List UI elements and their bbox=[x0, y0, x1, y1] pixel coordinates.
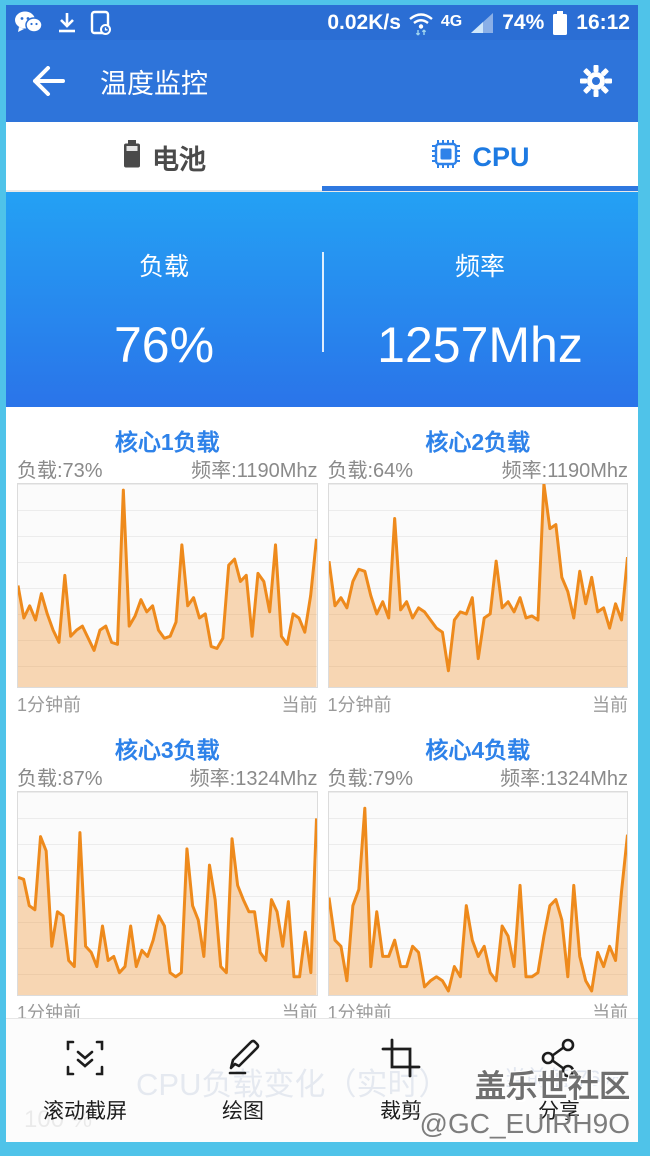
summary-divider bbox=[322, 252, 324, 352]
share-icon bbox=[537, 1036, 581, 1085]
share-label: 分享 bbox=[538, 1100, 580, 1123]
battery-percent: 74% bbox=[502, 10, 545, 34]
scroll-capture-button[interactable]: 滚动截屏 bbox=[6, 1019, 164, 1142]
chart-title: 核心4负载 bbox=[425, 737, 531, 763]
watermark-title: 盖乐世社区 bbox=[475, 1069, 630, 1104]
scroll-capture-icon bbox=[63, 1036, 107, 1085]
draw-label: 绘图 bbox=[222, 1100, 264, 1123]
wechat-icon bbox=[14, 10, 44, 36]
watermark-handle: @GC_EUIRH9O bbox=[419, 1108, 630, 1139]
draw-icon bbox=[221, 1036, 265, 1085]
ghost-progress: 100 % bbox=[24, 1106, 93, 1133]
chart-core2: 核心2负载 负载:64% 频率:1190Mhz 1分钟前 当前 bbox=[323, 407, 634, 715]
screenshot-toolbar: CPU负载变化（实时） 当前值:76% 100 % 滚动截屏 绘图 bbox=[6, 1018, 638, 1142]
crop-label: 裁剪 bbox=[380, 1100, 422, 1123]
load-label: 负载 bbox=[138, 253, 189, 281]
signal-icon bbox=[469, 11, 495, 35]
cpu-summary-panel: 负载 76% 频率 1257Mhz bbox=[6, 192, 638, 407]
tab-battery[interactable]: 电池 bbox=[6, 122, 322, 192]
chart-core4: 核心4负载 负载:79% 频率:1324Mhz 1分钟前 当前 bbox=[323, 715, 634, 1023]
load-value: 76% bbox=[113, 317, 215, 373]
page-title: 温度监控 bbox=[100, 68, 208, 99]
battery-tab-icon bbox=[122, 139, 142, 176]
ghost-chart-title: CPU负载变化（实时） bbox=[136, 1067, 450, 1102]
load-summary: 负载 76% bbox=[6, 192, 322, 407]
chart-load: 负载:87% bbox=[17, 767, 103, 790]
download-icon bbox=[56, 11, 78, 35]
chart-title: 核心2负载 bbox=[425, 429, 531, 455]
chart-freq: 频率:1190Mhz bbox=[191, 459, 318, 482]
screenshot-notification-icon bbox=[90, 10, 112, 36]
tab-bar: 电池 CPU bbox=[6, 122, 638, 192]
settings-button[interactable] bbox=[576, 61, 616, 101]
freq-summary: 频率 1257Mhz bbox=[322, 192, 638, 407]
x-label-left: 1分钟前 bbox=[17, 695, 82, 715]
chart-plot bbox=[17, 791, 318, 996]
chart-plot bbox=[327, 791, 628, 996]
chart-title: 核心1负载 bbox=[114, 429, 220, 455]
app-bar: 温度监控 bbox=[6, 40, 638, 122]
active-tab-indicator bbox=[322, 186, 638, 191]
chart-load: 负载:73% bbox=[17, 459, 103, 482]
chart-freq: 频率:1190Mhz bbox=[501, 459, 628, 482]
crop-button[interactable]: 分享 裁剪 bbox=[322, 1019, 480, 1142]
x-label-left: 1分钟前 bbox=[327, 695, 392, 715]
phone-screen: 0.02K/s 4G 74% bbox=[6, 5, 638, 1142]
clock-time: 16:12 bbox=[576, 10, 630, 34]
freq-label: 频率 bbox=[454, 253, 505, 281]
back-button[interactable] bbox=[28, 61, 68, 101]
wifi-icon bbox=[408, 10, 434, 36]
chart-plot bbox=[327, 483, 628, 688]
chart-plot bbox=[17, 483, 318, 688]
chart-core3: 核心3负载 负载:87% 频率:1324Mhz 1分钟前 当前 bbox=[12, 715, 323, 1023]
chart-load: 负载:79% bbox=[327, 767, 414, 790]
chart-title: 核心3负载 bbox=[114, 737, 220, 763]
freq-value: 1257Mhz bbox=[377, 317, 583, 373]
tab-cpu[interactable]: CPU bbox=[322, 122, 638, 192]
chart-load: 负载:64% bbox=[327, 459, 414, 482]
core-charts-grid: 核心1负载 负载:73% 频率:1190Mhz 1分钟前 当前 核心2负载 负载… bbox=[6, 407, 638, 1023]
tab-baseline bbox=[6, 190, 638, 192]
x-label-right: 当前 bbox=[281, 695, 318, 715]
draw-button[interactable]: 绘图 bbox=[164, 1019, 322, 1142]
tab-battery-label: 电池 bbox=[152, 144, 206, 175]
status-bar: 0.02K/s 4G 74% bbox=[6, 5, 638, 40]
crop-icon bbox=[379, 1036, 423, 1085]
scroll-capture-label: 滚动截屏 bbox=[43, 1100, 127, 1123]
share-button[interactable]: 分享 bbox=[480, 1019, 638, 1142]
network-type-label: 4G bbox=[440, 12, 463, 30]
chart-freq: 频率:1324Mhz bbox=[189, 767, 318, 790]
x-label-right: 当前 bbox=[592, 695, 628, 715]
battery-icon bbox=[551, 10, 569, 36]
tab-cpu-label: CPU bbox=[472, 141, 530, 172]
community-watermark: 盖乐世社区 @GC_EUIRH9O bbox=[420, 1061, 630, 1140]
chart-core1: 核心1负载 负载:73% 频率:1190Mhz 1分钟前 当前 bbox=[12, 407, 323, 715]
chart-freq: 频率:1324Mhz bbox=[500, 767, 628, 790]
net-speed: 0.02K/s bbox=[327, 10, 401, 34]
cpu-chip-icon bbox=[430, 138, 462, 177]
